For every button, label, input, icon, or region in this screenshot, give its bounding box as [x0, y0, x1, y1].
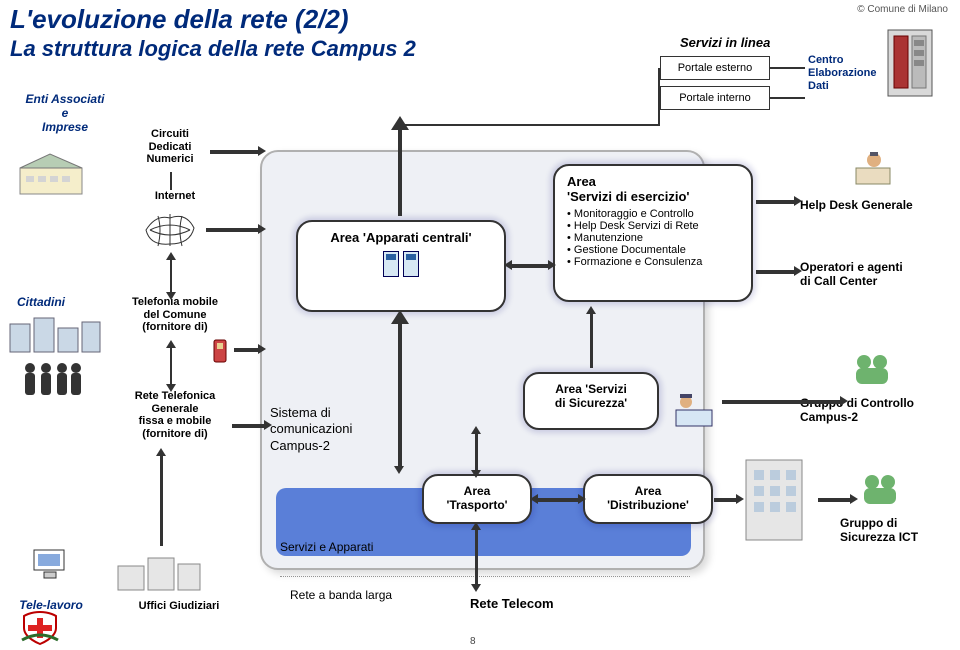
apparati-centrali-box: Area 'Apparati centrali': [296, 220, 506, 312]
sicurezza-t1: Area 'Servizi: [537, 382, 645, 396]
mainframe-icon: [884, 24, 938, 104]
portale-esterno-box: Portale esterno: [660, 56, 770, 80]
arrow-esercizio-helpdesk: [756, 200, 796, 204]
arrow-apparati-up: [398, 126, 402, 216]
slide: L'evoluzione della rete (2/2) La struttu…: [0, 0, 960, 650]
ced-label: Centro Elaborazione Dati: [808, 54, 878, 102]
distribuzione-box: Area 'Distribuzione': [583, 474, 713, 524]
arrow-trasporto-up: [475, 432, 478, 472]
trasporto-t1: Area: [436, 484, 518, 498]
trasporto-box: Area 'Trasporto': [422, 474, 532, 524]
mobile-icon: [208, 336, 234, 366]
copyright-label: © Comune di Milano: [768, 4, 948, 15]
page-number: 8: [470, 636, 476, 647]
conn-v3: [170, 346, 172, 386]
link-portale-esterno: [770, 67, 805, 69]
arrow-trasporto-distribuzione: [536, 498, 580, 502]
circuiti-label: Circuiti Dedicati Numerici: [130, 128, 210, 166]
globe-icon: [140, 208, 200, 252]
esercizio-item: Manutenzione: [567, 232, 739, 244]
sicurezza-ict-label: Gruppo di Sicurezza ICT: [840, 516, 950, 545]
milano-crest-icon: [20, 610, 60, 646]
arrow-apparati-esercizio: [510, 264, 550, 268]
operatori-label: Operatori e agenti di Call Center: [800, 260, 950, 289]
esercizio-item: Help Desk Servizi di Rete: [567, 220, 739, 232]
enti-associati-label: Enti Associati e Imprese: [10, 92, 120, 134]
apparati-title: Area 'Apparati centrali': [310, 230, 492, 245]
servizi-in-linea-label: Servizi in linea: [680, 35, 770, 50]
arrow-internet: [206, 228, 260, 232]
arrow-mobile: [234, 348, 260, 352]
uffici-label: Uffici Giudiziari: [124, 600, 234, 613]
sicurezza-t2: di Sicurezza': [537, 396, 645, 410]
distribuzione-t2: 'Distribuzione': [597, 498, 699, 512]
arrow-retetel-sistema: [232, 424, 266, 428]
slide-subtitle: La struttura logica della rete Campus 2: [10, 36, 416, 62]
sistema-comunicazioni-label: Sistema di comunicazioni Campus-2: [270, 405, 400, 465]
conn-top-h: [398, 124, 660, 126]
arrow-distribuzione-right: [714, 498, 738, 502]
helpdesk-icon: [850, 150, 898, 190]
arrow-trasporto-telecom: [475, 528, 478, 586]
pc-icon: [30, 546, 74, 582]
uffici-buildings-icon: [114, 550, 204, 594]
rete-telecom-label: Rete Telecom: [470, 596, 554, 611]
arrow-circuiti: [210, 150, 260, 154]
servers-icon: [310, 251, 492, 277]
portale-interno-box: Portale interno: [660, 86, 770, 110]
telefonia-mobile-label: Telefonia mobile del Comune (fornitore d…: [120, 296, 230, 334]
esercizio-item: Gestione Documentale: [567, 244, 739, 256]
conn-top-v: [658, 68, 660, 126]
people-icon: [18, 360, 88, 402]
arrow-esercizio-operatori: [756, 270, 796, 274]
rete-banda-label: Rete a banda larga: [290, 588, 392, 602]
enti-building-icon: [14, 150, 94, 200]
group-sicurezza-icon: [858, 470, 902, 510]
distribuzione-t1: Area: [597, 484, 699, 498]
city-buildings-icon: [6, 312, 106, 356]
dotted-divider: [280, 576, 690, 577]
helpdesk-label: Help Desk Generale: [800, 198, 950, 212]
arrow-building-sicurezzaict: [818, 498, 852, 502]
arrow-apparati-sistema: [398, 320, 402, 468]
police-icon: [670, 390, 720, 432]
arrow-sicurezza-controllo: [722, 400, 842, 404]
arrow-uffici-up: [160, 454, 163, 546]
esercizio-title2: 'Servizi di esercizio': [567, 189, 739, 204]
distribuzione-buildings-icon: [736, 440, 816, 546]
link-portale-interno: [770, 97, 805, 99]
cittadini-label: Cittadini: [6, 295, 76, 309]
esercizio-item: Formazione e Consulenza: [567, 256, 739, 268]
arrow-sicurezza-up: [590, 312, 593, 368]
internet-label: Internet: [145, 190, 205, 203]
esercizio-title1: Area: [567, 174, 739, 189]
slide-title: L'evoluzione della rete (2/2): [10, 4, 349, 35]
group-controllo-icon: [850, 350, 894, 390]
rete-telefonica-label: Rete Telefonica Generale fissa e mobile …: [120, 390, 230, 441]
sicurezza-box: Area 'Servizi di Sicurezza': [523, 372, 659, 430]
esercizio-list: Monitoraggio e Controllo Help Desk Servi…: [567, 208, 739, 268]
servizi-esercizio-box: Area 'Servizi di esercizio' Monitoraggio…: [553, 164, 753, 302]
conn-v1: [170, 172, 172, 190]
servizi-e-apparati-label: Servizi e Apparati: [280, 540, 373, 554]
esercizio-item: Monitoraggio e Controllo: [567, 208, 739, 220]
conn-v2: [170, 258, 172, 294]
trasporto-t2: 'Trasporto': [436, 498, 518, 512]
